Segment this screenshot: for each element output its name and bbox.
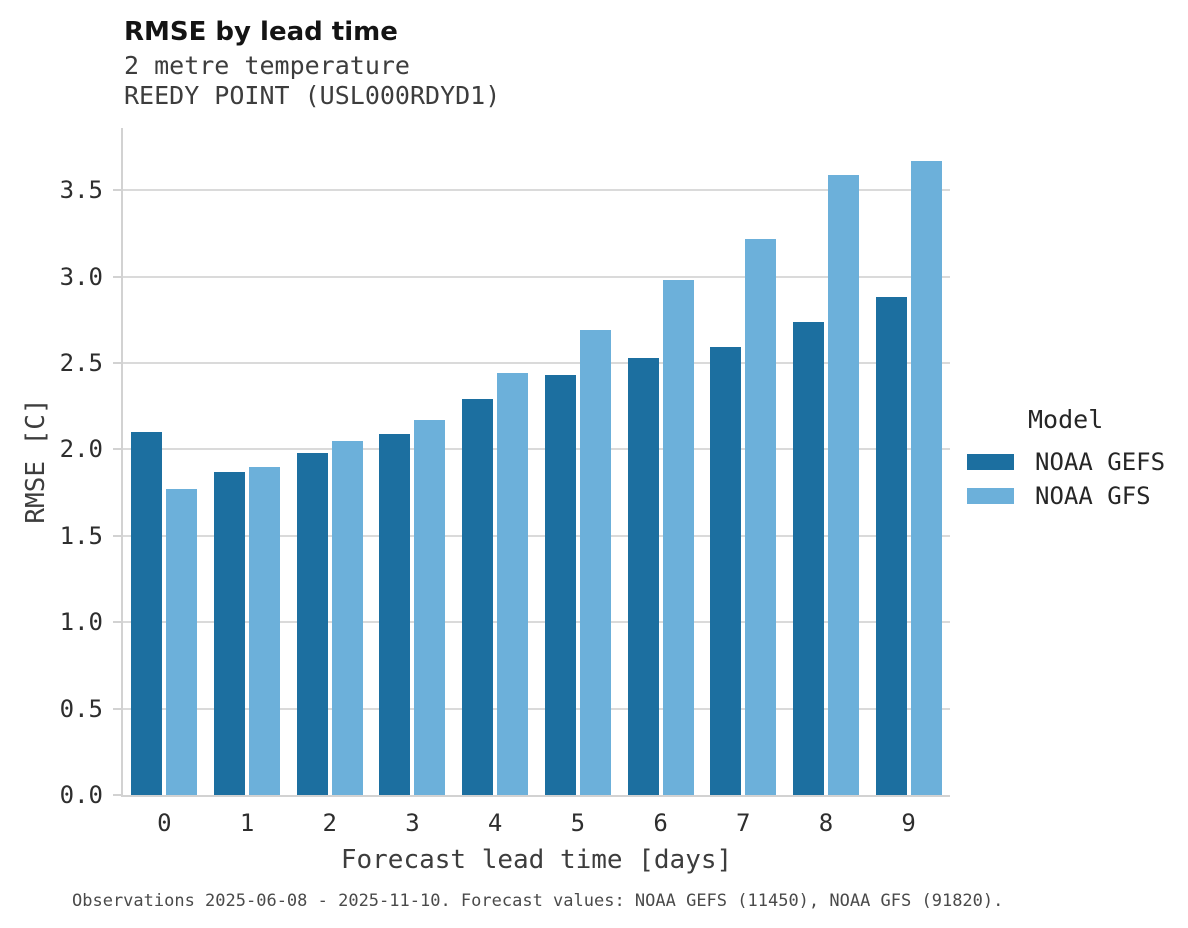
- bar-noaa-gefs-day9: [875, 297, 907, 795]
- x-tick-label-6: 6: [653, 809, 668, 837]
- bar-noaa-gefs-day3: [379, 433, 411, 795]
- y-tick-0.0: [113, 794, 121, 796]
- bar-noaa-gfs-day2: [331, 440, 363, 795]
- gridline-3.5: [123, 189, 950, 192]
- y-tick-label-1.5: 1.5: [59, 521, 103, 550]
- x-tick-label-0: 0: [157, 809, 172, 837]
- legend-item-noaa-gefs: NOAA GEFS: [967, 450, 1187, 474]
- x-tick-label-3: 3: [405, 809, 420, 837]
- y-tick-label-3.5: 3.5: [59, 176, 103, 205]
- x-tick-label-1: 1: [239, 809, 255, 837]
- legend-label-noaa-gefs: NOAA GEFS: [1035, 448, 1166, 476]
- bar-noaa-gfs-day7: [745, 238, 777, 795]
- gridline-3.0: [123, 275, 950, 278]
- gridline-2.5: [123, 362, 950, 365]
- legend-rows: NOAA GEFS NOAA GFS: [967, 450, 1187, 508]
- x-tick-label-9: 9: [901, 809, 916, 837]
- bar-noaa-gfs-day1: [249, 466, 281, 795]
- bar-noaa-gfs-day5: [579, 330, 611, 795]
- footer-note: Observations 2025-06-08 - 2025-11-10. Fo…: [72, 891, 1004, 911]
- y-tick-1.5: [113, 534, 121, 537]
- y-tick-2.5: [113, 362, 121, 365]
- y-tick-3.0: [113, 275, 121, 278]
- x-tick-label-4: 4: [487, 809, 503, 837]
- bar-noaa-gefs-day1: [214, 471, 246, 795]
- gridline-1.5: [123, 534, 950, 537]
- legend-item-noaa-gfs: NOAA GFS: [967, 484, 1187, 508]
- y-tick-label-0.0: 0.0: [59, 781, 103, 809]
- chart-title: RMSE by lead time: [124, 17, 398, 47]
- y-tick-0.5: [113, 707, 121, 710]
- chart-subtitle-line2: REEDY POINT (USL000RDYD1): [124, 81, 501, 110]
- chart-subtitle-line1: 2 metre temperature: [124, 51, 410, 80]
- legend-swatch-noaa-gefs: [967, 454, 1014, 470]
- bar-noaa-gfs-day4: [497, 373, 529, 795]
- bar-noaa-gefs-day6: [627, 357, 659, 795]
- x-tick-label-2: 2: [322, 809, 337, 837]
- gridline-0.5: [123, 707, 950, 710]
- x-tick-label-7: 7: [736, 809, 751, 837]
- plot-area: Forecast lead time [days] 0.0 0.5 1.0 1.5 2.…: [60, 128, 950, 875]
- gridline-2.0: [123, 448, 950, 451]
- x-axis-spine: [121, 795, 950, 797]
- x-axis-title: Forecast lead time [days]: [340, 845, 733, 875]
- y-tick-2.0: [113, 448, 121, 451]
- x-tick-label-8: 8: [818, 809, 834, 837]
- bar-noaa-gefs-day7: [710, 347, 742, 795]
- bar-noaa-gefs-day2: [296, 452, 328, 795]
- bar-noaa-gefs-day5: [544, 375, 576, 795]
- gridline-1.0: [123, 621, 950, 624]
- x-tick-label-5: 5: [570, 809, 586, 837]
- y-tick-label-1.0: 1.0: [59, 608, 103, 637]
- legend-swatch-noaa-gfs: [967, 488, 1014, 504]
- y-tick-label-0.5: 0.5: [59, 694, 103, 723]
- legend-label-noaa-gfs: NOAA GFS: [1035, 482, 1151, 510]
- bar-noaa-gfs-day0: [166, 489, 198, 795]
- bar-noaa-gfs-day9: [910, 160, 942, 795]
- legend: Model NOAA GEFS NOAA GFS: [967, 405, 1187, 518]
- bar-noaa-gfs-day8: [827, 174, 859, 795]
- legend-title: Model: [1028, 405, 1104, 434]
- y-tick-1.0: [113, 621, 121, 624]
- y-tick-label-2.5: 2.5: [59, 349, 103, 378]
- bar-noaa-gefs-day4: [462, 399, 494, 795]
- bar-noaa-gefs-day8: [792, 321, 824, 795]
- bar-noaa-gefs-day0: [131, 432, 163, 795]
- bar-noaa-gfs-day6: [662, 280, 694, 795]
- y-axis-spine: [121, 128, 123, 797]
- y-axis-title: RMSE [C]: [21, 398, 51, 524]
- bar-noaa-gfs-day3: [414, 420, 446, 795]
- y-tick-label-3.0: 3.0: [59, 262, 103, 291]
- y-tick-3.5: [113, 189, 121, 192]
- y-tick-label-2.0: 2.0: [59, 435, 103, 464]
